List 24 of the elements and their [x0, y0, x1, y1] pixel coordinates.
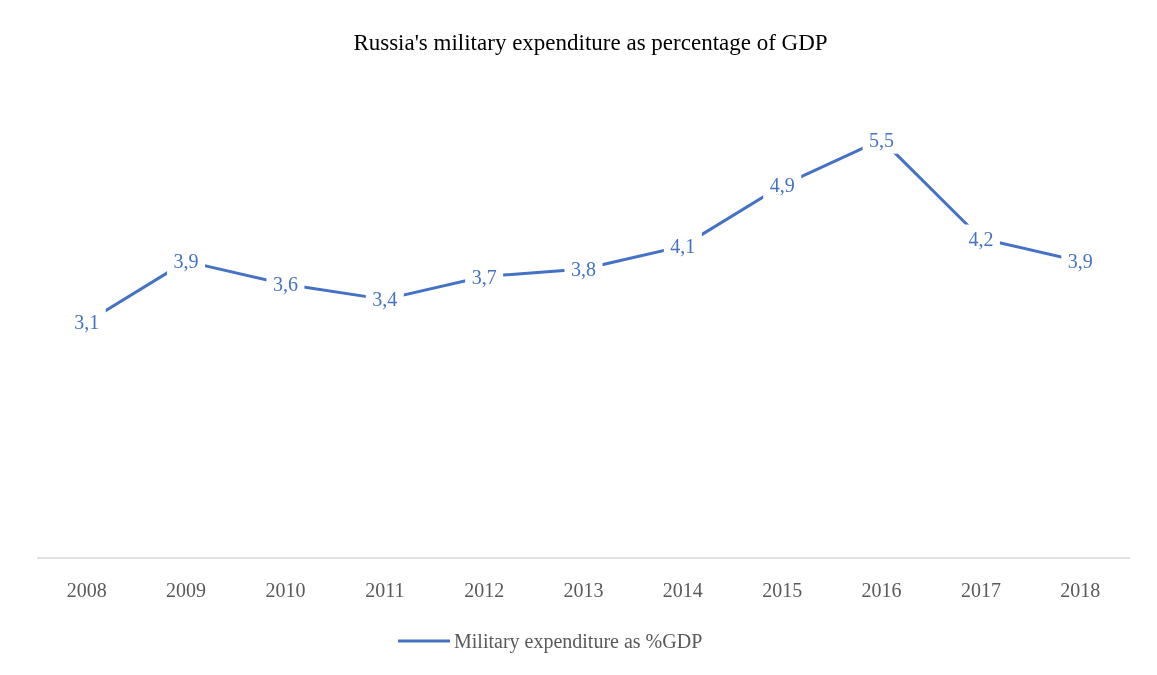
data-label: 3,6	[272, 273, 298, 296]
x-tick-label: 2016	[861, 579, 902, 601]
data-label: 3,4	[372, 288, 398, 311]
x-tick-label: 2009	[166, 579, 207, 601]
x-tick-label: 2008	[66, 579, 107, 601]
x-tick-label: 2010	[265, 579, 306, 601]
x-tick-label: 2017	[960, 579, 1001, 601]
data-label: 3,1	[74, 311, 100, 334]
data-label: 4,1	[670, 235, 696, 258]
data-label: 3,9	[1067, 250, 1093, 273]
data-label: 3,8	[571, 257, 596, 280]
data-label: 5,5	[869, 128, 895, 151]
x-tick-label: 2015	[762, 579, 803, 601]
chart-title: Russia's military expenditure as percentage of GDP	[353, 30, 828, 55]
x-tick-label: 2012	[464, 579, 505, 601]
x-tick-label: 2011	[365, 579, 405, 601]
legend-label: Military expenditure as %GDP	[454, 630, 703, 653]
x-tick-label: 2018	[1060, 579, 1101, 601]
data-label: 4,9	[769, 174, 795, 197]
data-label: 4,2	[968, 227, 994, 250]
data-label: 3,9	[173, 250, 199, 273]
x-tick-label: 2014	[662, 579, 703, 601]
data-label: 3,7	[471, 265, 497, 288]
x-tick-label: 2013	[563, 579, 604, 601]
